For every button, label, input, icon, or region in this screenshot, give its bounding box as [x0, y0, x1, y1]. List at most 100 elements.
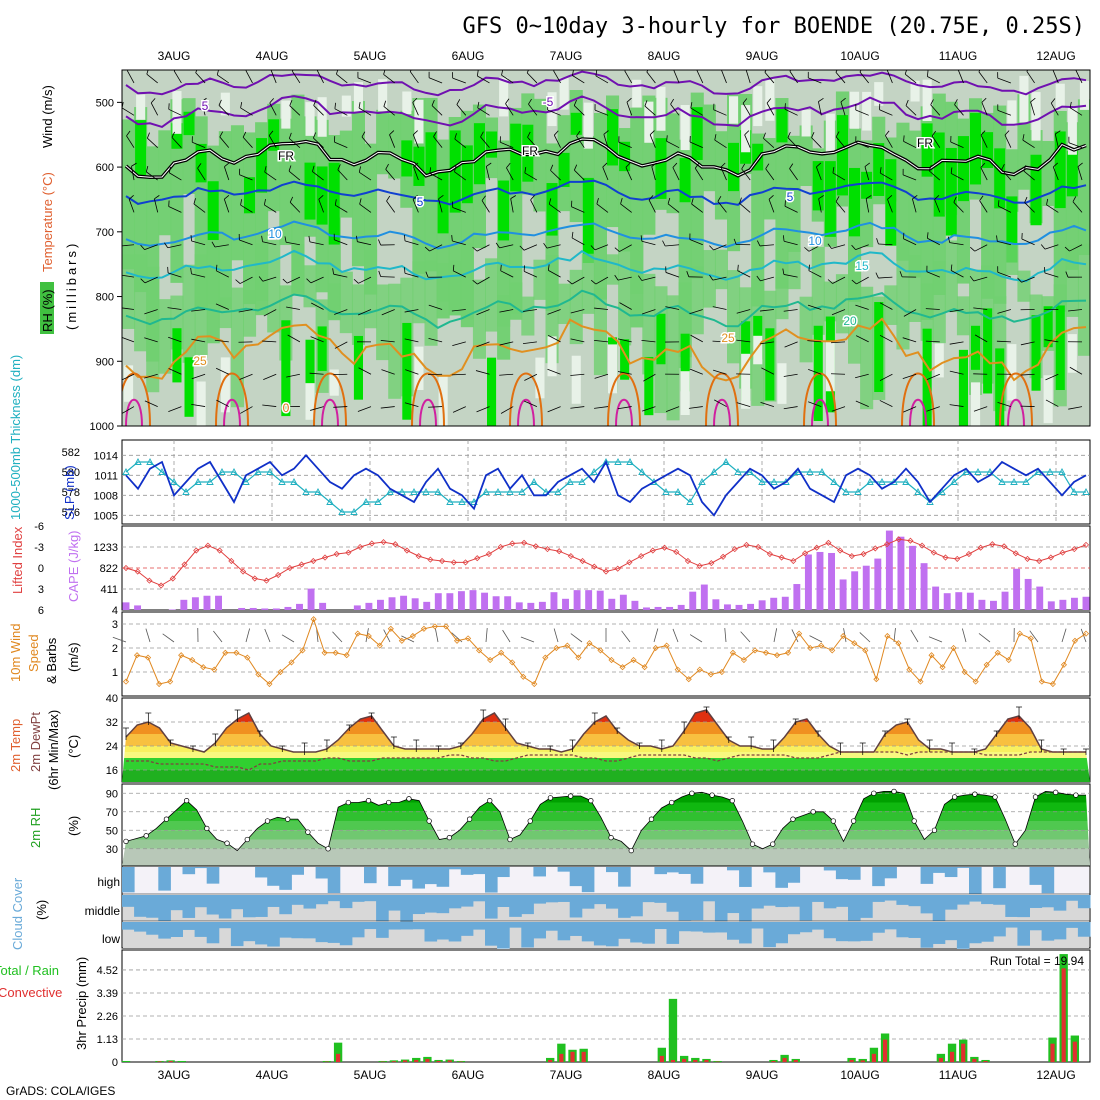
- lifted-index-point: [1082, 541, 1090, 548]
- wind-speed-point: [829, 647, 836, 654]
- wind-speed-point: [222, 649, 229, 656]
- contour-label: 5: [787, 190, 794, 204]
- temp-tick-label: 24: [106, 741, 118, 753]
- thickness-point: [518, 488, 526, 495]
- cloud-bar: [569, 895, 583, 918]
- wind-barb: [453, 270, 466, 278]
- wind-barb-flag: [899, 271, 903, 278]
- cloud-bar: [630, 895, 643, 917]
- wind-barb-flag: [903, 135, 905, 142]
- wind-barb: [996, 340, 1011, 343]
- cloud-bar: [944, 922, 958, 941]
- lifted-index-point: [204, 542, 212, 549]
- surface-wind-barb: [672, 628, 679, 643]
- cloud-bar: [823, 867, 837, 871]
- wind-speed-point: [718, 668, 725, 676]
- wind-barb: [620, 203, 632, 213]
- cloud-bar: [400, 895, 413, 922]
- wind-barb-flag: [835, 131, 840, 138]
- rh-mid-band: [255, 243, 269, 302]
- wind-barb: [741, 168, 751, 181]
- wind-barb-flag: [1053, 162, 1059, 168]
- top-date-label: 5AUG: [354, 49, 387, 63]
- surface-wind-barb: [978, 633, 991, 643]
- wind-barb: [214, 339, 229, 343]
- wind-barb-flag: [980, 162, 986, 168]
- cloud-bar: [255, 895, 268, 917]
- cape-bar: [723, 604, 731, 610]
- cloud-bar: [448, 867, 462, 870]
- cloud-bar: [956, 895, 970, 905]
- wind-barb: [619, 244, 632, 252]
- lifted-index-point: [181, 561, 188, 568]
- cloud-bar: [376, 922, 389, 938]
- cloud-bars: [122, 867, 1091, 949]
- contour-15: [125, 249, 1087, 283]
- thickness-point: [338, 508, 346, 515]
- cloud-bar: [981, 895, 994, 905]
- rain-bar: [668, 998, 678, 1062]
- wind-speed-point: [674, 666, 681, 673]
- wind-barb-flag: [289, 196, 294, 203]
- wind-barb: [1046, 204, 1059, 213]
- rh-dry-band: [1031, 92, 1041, 141]
- wind-barb-flag: [306, 278, 312, 284]
- wind-barb: [548, 269, 561, 278]
- convective-bar: [436, 1060, 441, 1062]
- wind-barb: [334, 309, 348, 315]
- lifted-index-point: [368, 540, 375, 547]
- wind-barb-flag: [1052, 70, 1054, 71]
- contour-minus10: [125, 70, 1087, 97]
- cape-bar: [839, 579, 847, 610]
- wind-barb-flag: [356, 235, 358, 242]
- cloud-bar: [654, 922, 667, 930]
- lifted-index-point: [989, 541, 996, 548]
- lifted-index-point: [720, 553, 727, 560]
- wind-barb: [954, 104, 964, 116]
- convective-bar: [670, 1059, 676, 1062]
- cape-tick-label: 1233: [94, 542, 118, 554]
- rh-high-band: [1055, 305, 1065, 391]
- cloud-bar: [1029, 867, 1043, 885]
- temp-band: [122, 746, 1090, 752]
- wind-barb: [831, 341, 846, 344]
- wind-barb: [832, 172, 846, 181]
- precip-grid: [122, 969, 1090, 1040]
- rain-bar: [713, 1060, 722, 1062]
- rain-bar: [557, 1043, 566, 1062]
- ylabel-temperature: Temperature (°C): [40, 172, 55, 272]
- cloud-bar: [424, 922, 438, 942]
- thickness-point: [578, 478, 586, 485]
- top-date-label: 10AUG: [840, 49, 879, 63]
- cloud-bar: [932, 922, 946, 944]
- contour-35: [223, 398, 241, 426]
- wind-barb: [1052, 70, 1059, 84]
- wind-speed-point: [465, 635, 472, 642]
- wind-barb: [428, 406, 443, 408]
- rh-high-band: [655, 138, 667, 199]
- cloud-bar: [194, 922, 208, 937]
- rh-mid-band: [448, 260, 462, 316]
- convective-bar: [771, 1060, 776, 1062]
- rh-mid-band: [472, 279, 486, 359]
- wind-barb-flag: [454, 165, 457, 172]
- rh-dry-band: [608, 344, 618, 394]
- wind-barb-flag: [827, 243, 832, 249]
- wind-barb: [570, 406, 585, 409]
- wind-barb-flag: [981, 97, 987, 103]
- cloud-bar: [557, 867, 571, 872]
- wind-speed-point: [343, 652, 350, 659]
- thickness-point: [242, 478, 250, 485]
- wind-barb-flag: [224, 194, 230, 200]
- rh-dry-band: [1007, 344, 1017, 401]
- cloud-bar: [509, 895, 522, 917]
- wind-barb: [404, 272, 419, 278]
- lifted-index-point: [872, 545, 879, 552]
- rh-high-band: [680, 333, 690, 392]
- wind-barb-flag: [282, 278, 288, 284]
- rh-mid-band: [1005, 149, 1019, 212]
- cloud-bar: [230, 895, 244, 910]
- wind-barb: [438, 198, 443, 213]
